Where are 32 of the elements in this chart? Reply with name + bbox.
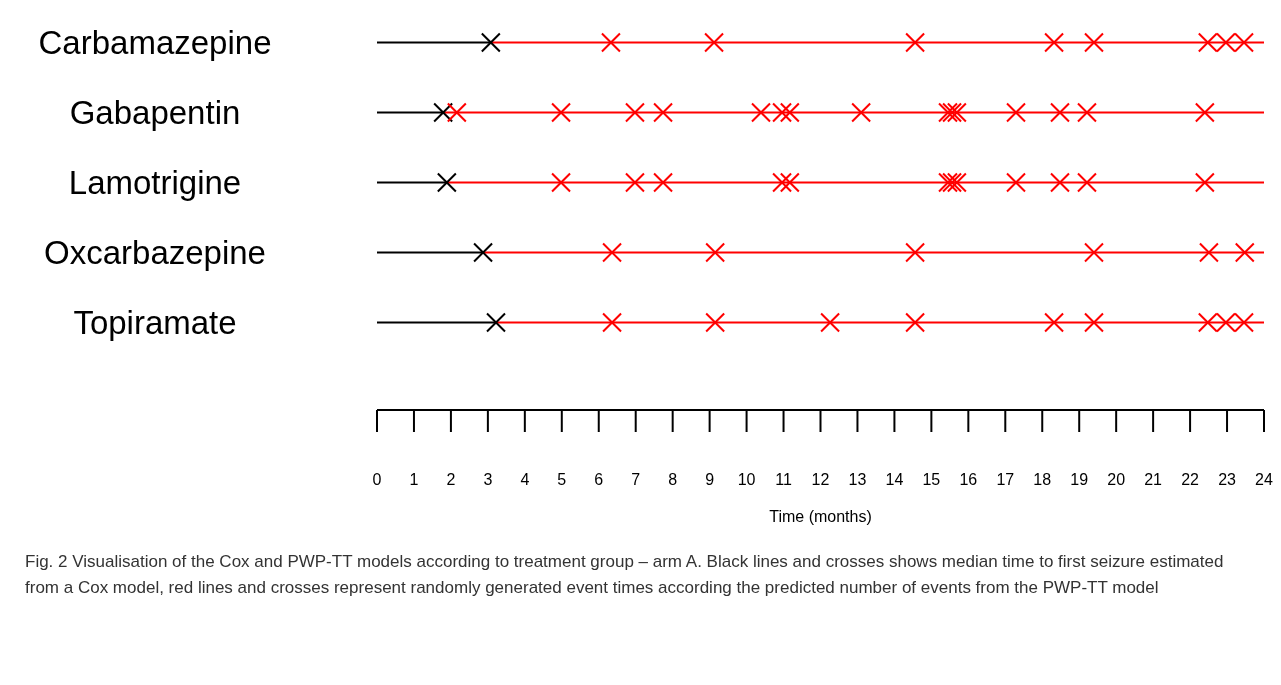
x-tick-label: 7	[631, 471, 641, 489]
y-tick-label: Carbamazepine	[38, 24, 272, 61]
x-tick-label: 21	[1144, 471, 1163, 489]
x-tick-label: 16	[959, 471, 978, 489]
y-tick-label: Oxcarbazepine	[44, 234, 266, 271]
x-tick-label: 20	[1107, 471, 1126, 489]
x-tick-label: 23	[1218, 471, 1237, 489]
x-tick-label: 10	[737, 471, 756, 489]
x-tick-label: 5	[557, 471, 567, 489]
x-tick-label: 0	[372, 471, 382, 489]
x-tick-label: 12	[811, 471, 830, 489]
x-tick-label: 4	[520, 471, 530, 489]
y-tick-label: Topiramate	[73, 304, 237, 341]
x-tick-label: 17	[996, 471, 1015, 489]
caption: Fig. 2 Visualisation of the Cox and PWP-TT models according to treatment group – arm A. Black lines and crosses shows median time to first seizure estimated from a Cox model, red lines and crosses represent randomly generated event times according the predicted number of events from the PWP-TT model	[25, 551, 1225, 599]
y-tick-label: Gabapentin	[69, 94, 241, 131]
x-tick-label: 13	[848, 471, 867, 489]
x-tick-label: 2	[446, 471, 456, 489]
x-tick-label: 9	[705, 471, 715, 489]
x-tick-label: 1	[409, 471, 419, 489]
x-axis-title: Time (months)	[769, 508, 872, 525]
x-tick-label: 3	[483, 471, 493, 489]
x-tick-label: 24	[1255, 471, 1273, 489]
x-tick-label: 14	[885, 471, 904, 489]
x-tick-label: 6	[594, 471, 604, 489]
x-tick-label: 22	[1181, 471, 1200, 489]
x-tick-label: 8	[668, 471, 678, 489]
x-tick-label: 19	[1070, 471, 1089, 489]
x-tick-label: 15	[922, 471, 941, 489]
x-tick-label: 18	[1033, 471, 1052, 489]
x-tick-label: 11	[775, 471, 792, 489]
y-tick-label: Lamotrigine	[68, 164, 242, 201]
